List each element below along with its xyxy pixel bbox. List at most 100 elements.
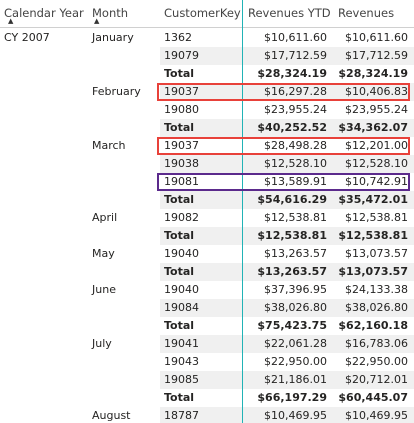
revenues-ytd-cell: $38,026.80 bbox=[264, 301, 327, 314]
column-header-revenues-ytd[interactable]: Revenues YTD bbox=[248, 6, 331, 20]
column-divider bbox=[242, 0, 243, 423]
table-row[interactable]: 19085 $21,186.01 $20,712.01 bbox=[0, 371, 414, 389]
revenues-cell: $35,472.01 bbox=[338, 193, 408, 206]
revenues-ytd-cell: $40,252.52 bbox=[257, 121, 327, 134]
row-band bbox=[160, 119, 414, 137]
revenues-cell: $60,445.07 bbox=[338, 391, 408, 404]
revenues-cell: $38,026.80 bbox=[345, 301, 408, 314]
row-band bbox=[160, 47, 414, 65]
revenues-ytd-cell: $54,616.29 bbox=[257, 193, 327, 206]
revenues-ytd-cell: $13,589.91 bbox=[264, 175, 327, 188]
table-header: Calendar Year ▲ Month ▲ CustomerKey Reve… bbox=[0, 0, 414, 28]
calendar-year-label: CY 2007 bbox=[4, 31, 50, 44]
revenues-cell: $62,160.18 bbox=[338, 319, 408, 332]
revenues-ytd-cell: $22,950.00 bbox=[264, 355, 327, 368]
revenues-cell: $10,611.60 bbox=[345, 31, 408, 44]
row-band bbox=[160, 371, 414, 389]
subtotal-row[interactable]: Total $66,197.29 $60,445.07 bbox=[0, 389, 414, 407]
revenues-cell: $16,783.06 bbox=[345, 337, 408, 350]
customer-key-cell: 1362 bbox=[164, 31, 192, 44]
table-row[interactable]: 19080 $23,955.24 $23,955.24 bbox=[0, 101, 414, 119]
subtotal-row[interactable]: Total $40,252.52 $34,362.07 bbox=[0, 119, 414, 137]
column-header-calendar-year[interactable]: Calendar Year bbox=[4, 6, 84, 20]
subtotal-row[interactable]: Total $54,616.29 $35,472.01 bbox=[0, 191, 414, 209]
revenues-cell: $12,528.10 bbox=[345, 157, 408, 170]
row-band bbox=[160, 155, 414, 173]
subtotal-row[interactable]: Total $12,538.81 $12,538.81 bbox=[0, 227, 414, 245]
table-row[interactable]: 19084 $38,026.80 $38,026.80 bbox=[0, 299, 414, 317]
revenues-ytd-cell: $28,498.28 bbox=[264, 139, 327, 152]
customer-key-cell: 19043 bbox=[164, 355, 199, 368]
table-row[interactable]: February 19037 $16,297.28 $10,406.83 bbox=[0, 83, 414, 101]
customer-key-cell: 19079 bbox=[164, 49, 199, 62]
customer-key-cell: Total bbox=[164, 319, 195, 332]
month-label: June bbox=[92, 283, 116, 296]
table-row[interactable]: CY 2007 January 1362 $10,611.60 $10,611.60 bbox=[0, 29, 414, 47]
revenues-ytd-cell: $23,955.24 bbox=[264, 103, 327, 116]
month-label: May bbox=[92, 247, 115, 260]
table-row[interactable]: 19038 $12,528.10 $12,528.10 bbox=[0, 155, 414, 173]
row-band bbox=[160, 227, 414, 245]
table-row[interactable]: June 19040 $37,396.95 $24,133.38 bbox=[0, 281, 414, 299]
revenues-cell: $13,073.57 bbox=[345, 247, 408, 260]
row-band bbox=[160, 83, 414, 101]
column-header-customer-key[interactable]: CustomerKey bbox=[164, 6, 241, 20]
table-row[interactable]: May 19040 $13,263.57 $13,073.57 bbox=[0, 245, 414, 263]
sort-ascending-icon[interactable]: ▲ bbox=[8, 17, 14, 25]
customer-key-cell: 19081 bbox=[164, 175, 199, 188]
revenues-ytd-cell: $66,197.29 bbox=[257, 391, 327, 404]
revenues-cell: $20,712.01 bbox=[345, 373, 408, 386]
revenues-cell: $12,538.81 bbox=[338, 229, 408, 242]
row-band bbox=[160, 299, 414, 317]
row-band bbox=[160, 407, 414, 423]
revenues-ytd-cell: $12,538.81 bbox=[257, 229, 327, 242]
customer-key-cell: 19038 bbox=[164, 157, 199, 170]
row-band bbox=[160, 335, 414, 353]
column-header-revenues[interactable]: Revenues bbox=[338, 6, 395, 20]
revenues-cell: $10,469.95 bbox=[345, 409, 408, 422]
table-row[interactable]: August 18787 $10,469.95 $10,469.95 bbox=[0, 407, 414, 423]
customer-key-cell: Total bbox=[164, 391, 195, 404]
revenues-ytd-cell: $13,263.57 bbox=[264, 247, 327, 260]
revenues-cell: $22,950.00 bbox=[345, 355, 408, 368]
month-label: August bbox=[92, 409, 131, 422]
table-row[interactable]: 19081 $13,589.91 $10,742.91 bbox=[0, 173, 414, 191]
revenues-cell: $10,742.91 bbox=[345, 175, 408, 188]
subtotal-row[interactable]: Total $28,324.19 $28,324.19 bbox=[0, 65, 414, 83]
customer-key-cell: Total bbox=[164, 121, 195, 134]
table-row[interactable]: 19043 $22,950.00 $22,950.00 bbox=[0, 353, 414, 371]
revenues-cell: $10,406.83 bbox=[345, 85, 408, 98]
revenues-cell: $34,362.07 bbox=[338, 121, 408, 134]
customer-key-cell: 19085 bbox=[164, 373, 199, 386]
customer-key-cell: 18787 bbox=[164, 409, 199, 422]
customer-key-cell: 19082 bbox=[164, 211, 199, 224]
table-row[interactable]: July 19041 $22,061.28 $16,783.06 bbox=[0, 335, 414, 353]
customer-key-cell: 19084 bbox=[164, 301, 199, 314]
column-header-month[interactable]: Month bbox=[92, 6, 129, 20]
revenues-ytd-cell: $12,528.10 bbox=[264, 157, 327, 170]
revenues-ytd-cell: $37,396.95 bbox=[264, 283, 327, 296]
customer-key-cell: Total bbox=[164, 229, 195, 242]
revenues-cell: $12,538.81 bbox=[345, 211, 408, 224]
subtotal-row[interactable]: Total $13,263.57 $13,073.57 bbox=[0, 263, 414, 281]
customer-key-cell: Total bbox=[164, 67, 195, 80]
table-row[interactable]: March 19037 $28,498.28 $12,201.00 bbox=[0, 137, 414, 155]
revenues-cell: $24,133.38 bbox=[345, 283, 408, 296]
revenues-ytd-cell: $16,297.28 bbox=[264, 85, 327, 98]
revenues-ytd-cell: $22,061.28 bbox=[264, 337, 327, 350]
revenues-cell: $23,955.24 bbox=[345, 103, 408, 116]
row-band bbox=[160, 263, 414, 281]
revenues-cell: $12,201.00 bbox=[345, 139, 408, 152]
revenues-ytd-cell: $21,186.01 bbox=[264, 373, 327, 386]
month-label: January bbox=[92, 31, 134, 44]
customer-key-cell: 19040 bbox=[164, 247, 199, 260]
revenues-cell: $28,324.19 bbox=[338, 67, 408, 80]
month-label: February bbox=[92, 85, 141, 98]
sort-ascending-icon[interactable]: ▲ bbox=[94, 17, 100, 25]
table-row[interactable]: April 19082 $12,538.81 $12,538.81 bbox=[0, 209, 414, 227]
revenues-ytd-cell: $10,611.60 bbox=[264, 31, 327, 44]
customer-key-cell: 19037 bbox=[164, 139, 199, 152]
table-row[interactable]: 19079 $17,712.59 $17,712.59 bbox=[0, 47, 414, 65]
month-label: July bbox=[92, 337, 112, 350]
subtotal-row[interactable]: Total $75,423.75 $62,160.18 bbox=[0, 317, 414, 335]
